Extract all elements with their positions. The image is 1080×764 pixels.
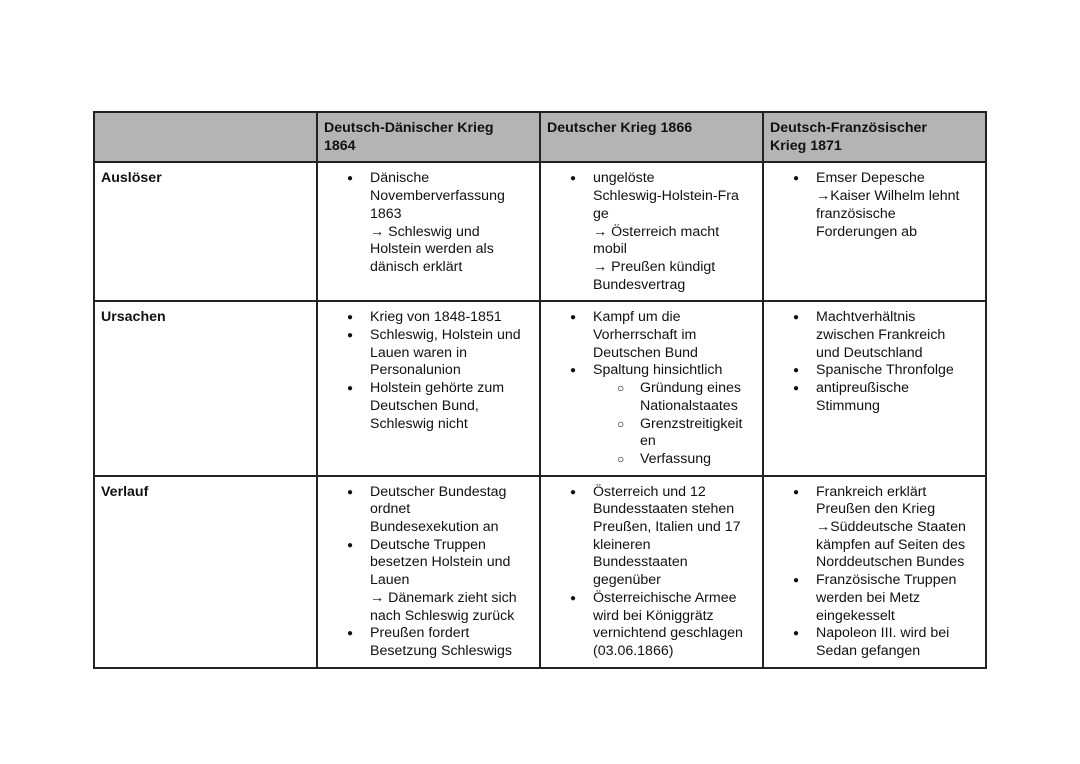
bullet-list: Deutscher Bundestag ordnet Bundesexekuti… <box>324 484 533 661</box>
header-row: Deutsch-Dänischer Krieg 1864 Deutscher K… <box>93 110 987 164</box>
table-row: UrsachenKrieg von 1848-1851Schleswig, Ho… <box>93 300 987 477</box>
sub-list-item: Verfassung <box>547 451 756 469</box>
bullet-list: Dänische Novemberverfassung 1863 → Schle… <box>324 170 533 276</box>
list-item: Französische Truppen werden bei Metz ein… <box>770 572 979 625</box>
list-item: Schleswig, Holstein und Lauen waren in P… <box>324 327 533 380</box>
list-item: Deutscher Bundestag ordnet Bundesexekuti… <box>324 484 533 537</box>
list-item: Spaltung hinsichtlich <box>547 362 756 380</box>
table-row: AuslöserDänische Novemberverfassung 1863… <box>93 161 987 303</box>
list-item: Kampf um die Vorherrschaft im Deutschen … <box>547 309 756 362</box>
list-item: ungelöste Schleswig-Holstein-Fra ge → Ös… <box>547 170 756 294</box>
table-cell: ungelöste Schleswig-Holstein-Fra ge → Ös… <box>539 161 764 303</box>
bullet-list: Österreich und 12 Bundesstaaten stehen P… <box>547 484 756 661</box>
table-cell: Krieg von 1848-1851Schleswig, Holstein u… <box>316 300 541 477</box>
row-label: Auslöser <box>93 161 318 303</box>
bullet-list: ungelöste Schleswig-Holstein-Fra ge → Ös… <box>547 170 756 294</box>
table-row: VerlaufDeutscher Bundestag ordnet Bundes… <box>93 474 987 669</box>
table-cell: Machtverhältnis zwischen Frankreich und … <box>762 300 987 477</box>
list-item: Österreichische Armee wird bei Königgrät… <box>547 590 756 661</box>
table-cell: Emser Depesche →Kaiser Wilhelm lehnt fra… <box>762 161 987 303</box>
table-cell: Kampf um die Vorherrschaft im Deutschen … <box>539 300 764 477</box>
header-cell: Deutsch-Dänischer Krieg 1864 <box>316 110 541 164</box>
bullet-list: Krieg von 1848-1851Schleswig, Holstein u… <box>324 309 533 433</box>
list-item: Frankreich erklärt Preußen den Krieg →Sü… <box>770 484 979 573</box>
bullet-list: Frankreich erklärt Preußen den Krieg →Sü… <box>770 484 979 661</box>
list-item: Emser Depesche →Kaiser Wilhelm lehnt fra… <box>770 170 979 241</box>
table-cell: Deutscher Bundestag ordnet Bundesexekuti… <box>316 474 541 669</box>
table-cell: Frankreich erklärt Preußen den Krieg →Sü… <box>762 474 987 669</box>
list-item: Krieg von 1848-1851 <box>324 309 533 327</box>
list-item: Holstein gehörte zum Deutschen Bund, Sch… <box>324 380 533 433</box>
list-item: Machtverhältnis zwischen Frankreich und … <box>770 309 979 362</box>
bullet-list: Machtverhältnis zwischen Frankreich und … <box>770 309 979 415</box>
list-item: Deutsche Truppen besetzen Holstein und L… <box>324 537 533 626</box>
list-item: Preußen fordert Besetzung Schleswigs <box>324 625 533 660</box>
header-cell: Deutsch-Französischer Krieg 1871 <box>762 110 987 164</box>
list-item: antipreußische Stimmung <box>770 380 979 415</box>
table-cell: Dänische Novemberverfassung 1863 → Schle… <box>316 161 541 303</box>
list-item: Spanische Thronfolge <box>770 362 979 380</box>
header-cell: Deutscher Krieg 1866 <box>539 110 764 164</box>
sub-list-item: Gründung eines Nationalstaates <box>547 380 756 415</box>
header-cell-empty <box>93 110 318 164</box>
sub-list-item: Grenzstreitigkeit en <box>547 416 756 451</box>
row-label: Ursachen <box>93 300 318 477</box>
row-label: Verlauf <box>93 474 318 669</box>
bullet-list: Kampf um die Vorherrschaft im Deutschen … <box>547 309 756 468</box>
comparison-table: Deutsch-Dänischer Krieg 1864 Deutscher K… <box>93 110 987 669</box>
bullet-list: Emser Depesche →Kaiser Wilhelm lehnt fra… <box>770 170 979 241</box>
list-item: Dänische Novemberverfassung 1863 → Schle… <box>324 170 533 276</box>
table-cell: Österreich und 12 Bundesstaaten stehen P… <box>539 474 764 669</box>
list-item: Napoleon III. wird bei Sedan gefangen <box>770 625 979 660</box>
list-item: Österreich und 12 Bundesstaaten stehen P… <box>547 484 756 590</box>
